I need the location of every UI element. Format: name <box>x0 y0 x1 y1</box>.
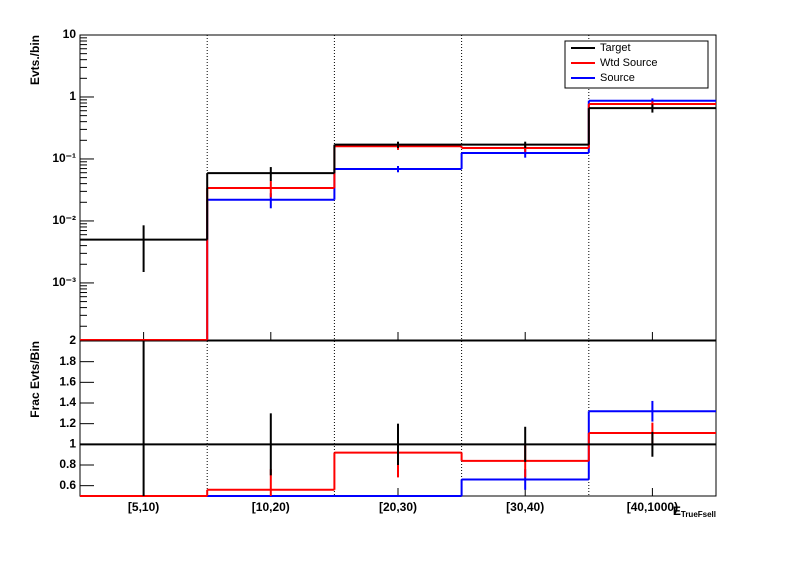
x-tick-label: [20,30) <box>379 500 417 514</box>
x-axis-label-main: E <box>673 504 681 518</box>
x-axis-label: ETrueFsell <box>673 504 716 519</box>
y-tick-label: 1.4 <box>59 395 76 409</box>
y-tick-label: 1.6 <box>59 375 76 389</box>
x-tick-label: [10,20) <box>252 500 290 514</box>
y-tick-label: 10⁻² <box>52 213 76 227</box>
y-tick-label: 2 <box>69 333 76 347</box>
y-tick-label: 0.8 <box>59 457 76 471</box>
y-tick-label: 1.8 <box>59 354 76 368</box>
x-tick-label: [40,1000) <box>627 500 678 514</box>
x-tick-label: [30,40) <box>506 500 544 514</box>
y-tick-label: 1 <box>69 437 76 451</box>
y-tick-label: 10⁻¹ <box>52 151 76 165</box>
legend-label: Target <box>600 42 631 54</box>
y-axis-label: Evts./bin <box>28 35 42 85</box>
y-tick-label: 10 <box>63 27 77 41</box>
y-axis-label: Frac Evts/Bin <box>28 341 42 418</box>
y-tick-label: 1 <box>69 89 76 103</box>
legend-label: Wtd Source <box>600 57 657 69</box>
x-tick-label: [5,10) <box>128 500 159 514</box>
y-tick-label: 0.6 <box>59 478 76 492</box>
y-tick-label: 10⁻³ <box>52 275 76 289</box>
x-axis-label-sub: TrueFsell <box>681 510 716 519</box>
y-tick-label: 1.2 <box>59 416 76 430</box>
legend-label: Source <box>600 72 635 84</box>
